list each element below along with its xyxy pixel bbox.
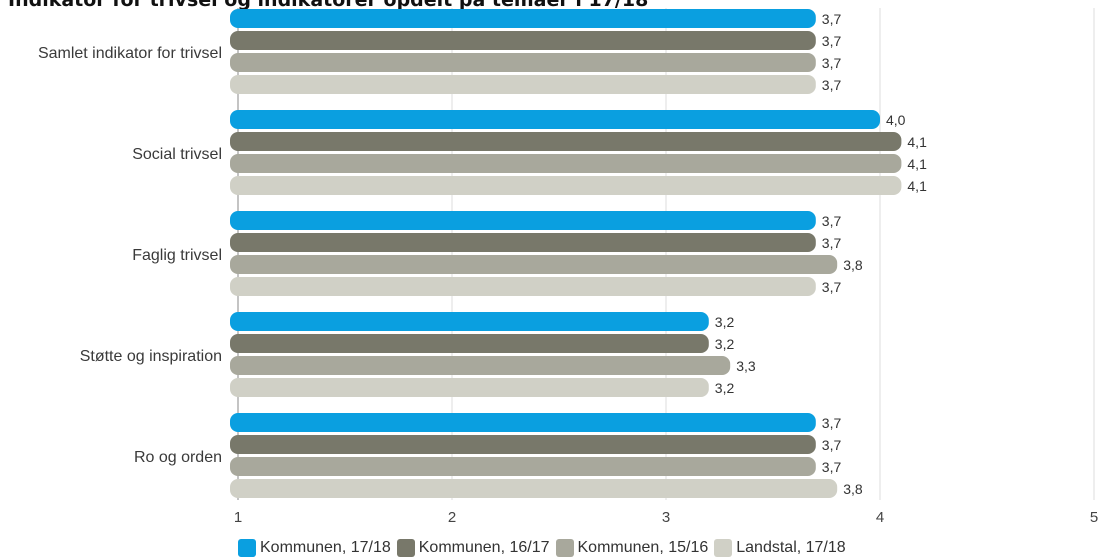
data-label: 3,7 (822, 55, 842, 71)
x-tick-label: 3 (662, 509, 670, 526)
bar (230, 53, 816, 72)
data-label: 3,8 (843, 257, 863, 273)
data-label: 3,7 (822, 235, 842, 251)
legend-label: Kommunen, 16/17 (418, 539, 550, 556)
bar (230, 312, 709, 331)
bar (230, 479, 838, 498)
data-label: 3,7 (822, 33, 842, 49)
category-label: Faglig trivsel (132, 247, 222, 264)
data-label: 3,8 (843, 481, 863, 497)
data-label: 3,7 (822, 11, 842, 27)
data-label: 3,2 (715, 380, 735, 396)
category-label: Social trivsel (132, 146, 222, 163)
legend-item: Kommunen, 16/17 (396, 539, 550, 557)
bar (230, 31, 816, 50)
data-label: 3,7 (822, 415, 842, 431)
data-label: 4,0 (886, 112, 906, 128)
legend-swatch (238, 539, 256, 557)
data-label: 3,7 (822, 437, 842, 453)
x-tick-label: 1 (234, 509, 242, 526)
bar (230, 413, 816, 432)
category-label: Ro og orden (134, 449, 222, 466)
bar (230, 334, 709, 353)
bar (230, 211, 816, 230)
legend-item: Kommunen, 15/16 (555, 539, 709, 557)
legend-swatch (714, 539, 733, 557)
bar (230, 435, 816, 454)
legend-label: Kommunen, 17/18 (260, 539, 391, 556)
data-label: 3,3 (736, 358, 756, 374)
bar (230, 75, 816, 94)
data-label: 4,1 (907, 178, 927, 194)
bar (230, 154, 902, 173)
legend-label: Landstal, 17/18 (736, 539, 846, 556)
legend-label: Kommunen, 15/16 (577, 539, 709, 556)
bar (230, 9, 816, 28)
bar (230, 132, 902, 151)
legend-item: Kommunen, 17/18 (238, 539, 391, 557)
bar (230, 255, 838, 274)
legend-swatch (555, 539, 574, 557)
data-label: 4,1 (907, 156, 927, 172)
chart-title: Indikator for trivsel og indikatorer opd… (8, 0, 649, 11)
data-label: 3,7 (822, 279, 842, 295)
bar (230, 233, 816, 252)
bar (230, 378, 709, 397)
data-label: 3,2 (715, 314, 735, 330)
data-label: 3,7 (822, 77, 842, 93)
bar (230, 356, 731, 375)
category-label: Støtte og inspiration (80, 348, 222, 365)
bar (230, 277, 816, 296)
x-tick-label: 2 (448, 509, 456, 526)
data-label: 3,7 (822, 213, 842, 229)
bar (230, 110, 880, 129)
bar (230, 176, 902, 195)
category-label: Samlet indikator for trivsel (38, 45, 222, 62)
legend: Kommunen, 17/18 Kommunen, 16/17 Kommunen, … (238, 539, 852, 557)
legend-swatch (396, 539, 415, 557)
data-label: 3,2 (715, 336, 735, 352)
data-label: 3,7 (822, 459, 842, 475)
x-tick-label: 4 (876, 509, 884, 526)
bar (230, 457, 816, 476)
data-label: 4,1 (907, 134, 927, 150)
legend-item: Landstal, 17/18 (714, 539, 846, 557)
x-tick-label: 5 (1090, 509, 1098, 526)
